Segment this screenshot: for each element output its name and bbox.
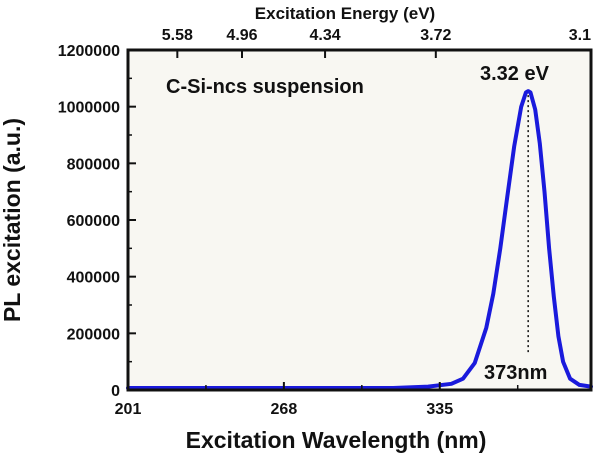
x2-tick-label: 3.72 — [420, 27, 451, 44]
y-tick-label: 1000000 — [58, 100, 120, 117]
x2-tick-label: 3.1 — [569, 27, 591, 44]
y-tick-label: 1200000 — [58, 43, 120, 60]
x-tick-label: 335 — [426, 401, 453, 418]
plot-background — [128, 50, 591, 390]
x2-tick-label: 4.34 — [309, 27, 340, 44]
y-tick-label: 800000 — [67, 156, 120, 173]
x2-axis-title: Excitation Energy (eV) — [255, 4, 435, 23]
y-tick-label: 400000 — [67, 270, 120, 287]
y-tick-label: 0 — [111, 383, 120, 400]
series-line-c-si-ncs — [126, 89, 593, 390]
x2-tick-label: 4.96 — [226, 27, 257, 44]
y-tick-label: 600000 — [67, 213, 120, 230]
x-axis-title: Excitation Wavelength (nm) — [186, 427, 487, 453]
y-tick-label: 200000 — [67, 326, 120, 343]
peak-wavelength-annotation: 373nm — [484, 362, 547, 384]
legend-label: C-Si-ncs suspension — [166, 76, 364, 98]
x2-tick-label: 5.58 — [162, 27, 193, 44]
y-axis-title: PL excitation (a.u.) — [0, 118, 25, 322]
peak-energy-annotation: 3.32 eV — [480, 63, 550, 85]
x-tick-label: 201 — [115, 401, 142, 418]
x-tick-label: 268 — [271, 401, 298, 418]
